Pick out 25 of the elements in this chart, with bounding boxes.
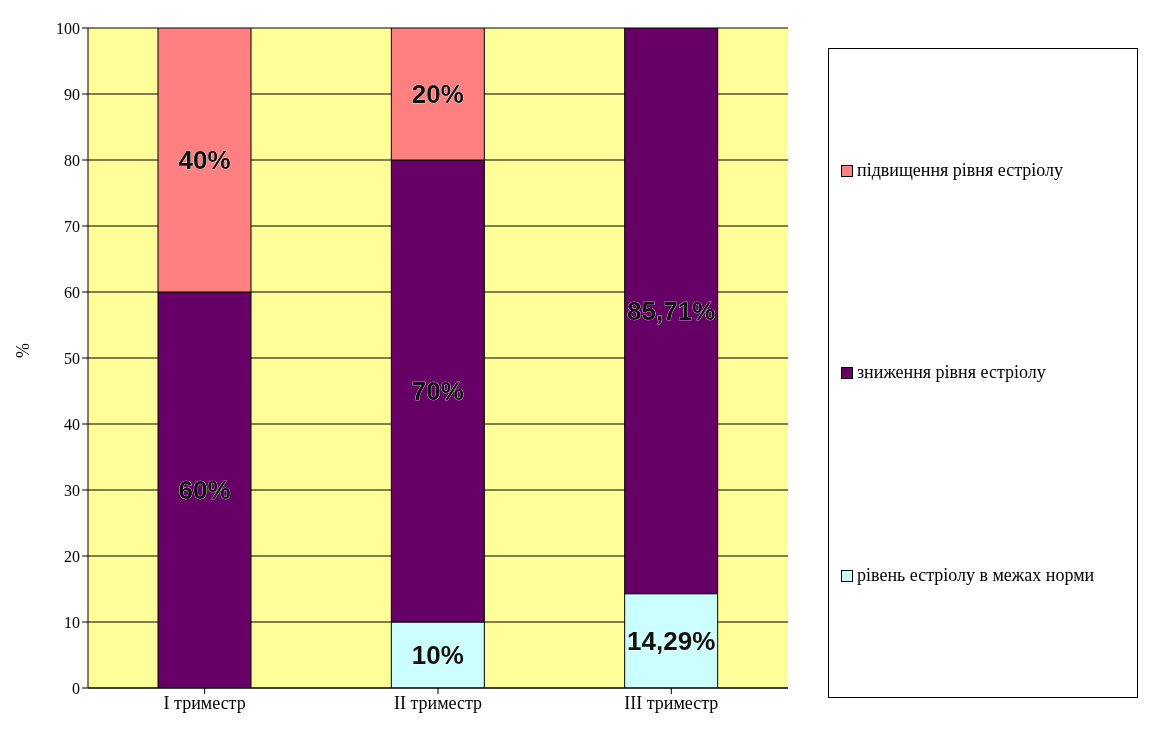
legend-label: рівень естріолу в межах норми <box>857 565 1095 587</box>
y-tick-label: 80 <box>64 151 80 169</box>
data-label: 20% <box>411 79 464 109</box>
y-tick-label: 70 <box>64 217 80 235</box>
x-tick-label: III триместр <box>624 692 719 713</box>
data-label: 40% <box>178 145 231 175</box>
y-tick-label: 50 <box>64 349 80 367</box>
data-label: 85,71% <box>627 295 716 326</box>
y-axis-title: % <box>13 343 34 358</box>
y-tick-label: 60 <box>64 283 80 301</box>
y-tick-label: 30 <box>64 481 80 499</box>
data-label: 14,29% <box>627 625 716 656</box>
data-label: 60% <box>178 475 231 505</box>
legend-label: підвищення рівня естріолу <box>857 159 1063 181</box>
y-tick-label: 100 <box>56 19 80 37</box>
x-tick-label: II триместр <box>393 692 483 713</box>
legend-label: зниження рівня естріолу <box>857 362 1046 384</box>
x-tick-label: I триместр <box>163 692 246 713</box>
y-tick-label: 90 <box>64 85 80 103</box>
data-label: 10% <box>411 640 464 670</box>
y-tick-label: 10 <box>64 613 80 631</box>
y-tick-label: 40 <box>64 415 80 433</box>
y-tick-label: 20 <box>64 547 80 565</box>
data-label: 70% <box>411 376 464 406</box>
y-tick-label: 0 <box>72 679 80 697</box>
